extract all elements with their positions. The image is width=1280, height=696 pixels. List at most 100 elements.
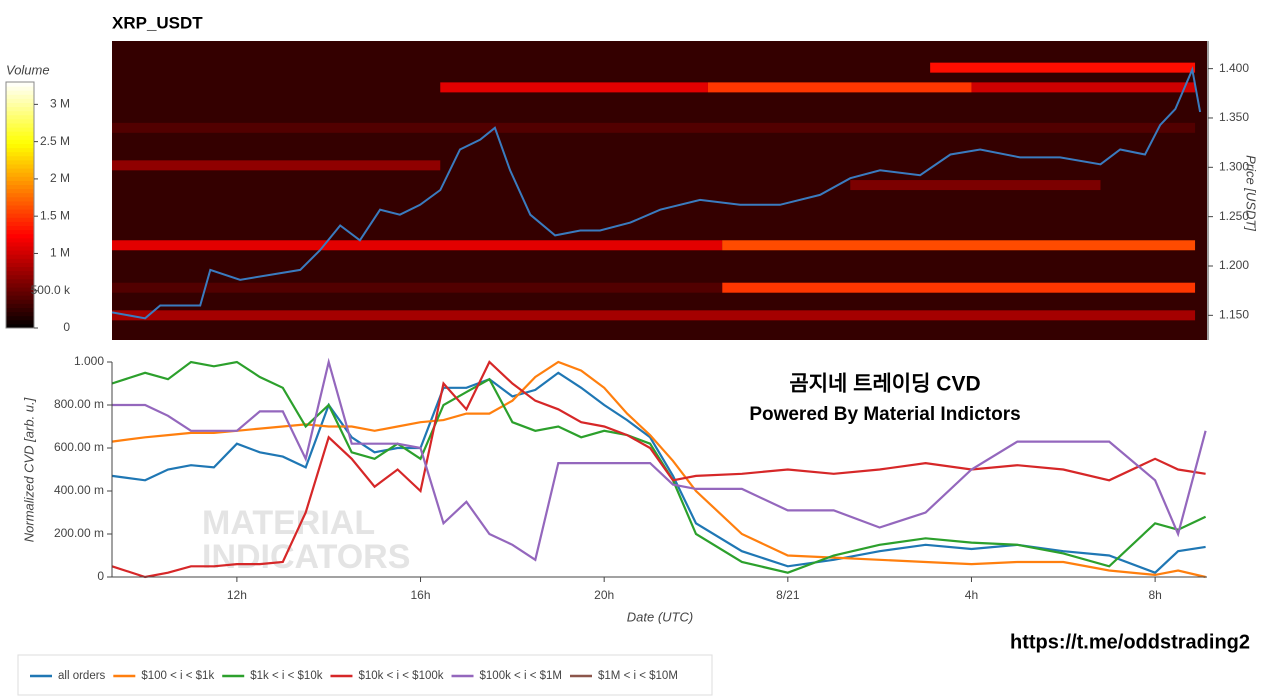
x-tick-label: 16h xyxy=(411,588,431,602)
heatmap-band xyxy=(112,160,441,171)
colorbar-step xyxy=(6,188,34,194)
colorbar-step xyxy=(6,323,34,329)
colorbar-step xyxy=(6,299,34,304)
annotation: 곰지네 트레이딩 CVD xyxy=(789,373,980,396)
colorbar-step xyxy=(6,82,34,87)
heatmap-band xyxy=(850,180,1101,191)
colorbar-step xyxy=(6,217,34,222)
heatmap-band xyxy=(112,282,723,293)
colorbar-step xyxy=(6,262,34,267)
x-tick-label: 8/21 xyxy=(776,588,800,602)
colorbar-step xyxy=(6,229,34,235)
y-tick-label: 1.300 xyxy=(1219,159,1249,173)
heatmap-band xyxy=(112,310,1196,321)
colorbar-step xyxy=(6,90,34,95)
colorbar-step xyxy=(6,172,34,177)
colorbar-step xyxy=(6,258,34,263)
colorbar-step xyxy=(6,168,34,173)
x-tick-label: 20h xyxy=(594,588,614,602)
legend-label: $1k < i < $10k xyxy=(250,670,322,682)
y-tick-label: 1.400 xyxy=(1219,61,1249,75)
y-tick-label: 200.00 m xyxy=(54,526,104,540)
colorbar-step xyxy=(6,98,34,103)
colorbar-step xyxy=(6,303,34,308)
colorbar-step xyxy=(6,266,34,272)
colorbar-step xyxy=(6,143,34,149)
cvd-line xyxy=(112,357,1207,562)
colorbar-tick-label: 0 xyxy=(63,320,70,334)
y-tick-label: 1.350 xyxy=(1219,110,1249,124)
colorbar-step xyxy=(6,155,34,161)
colorbar-step xyxy=(6,159,34,165)
legend-label: $100k < i < $1M xyxy=(480,670,562,682)
colorbar-step xyxy=(6,164,34,169)
colorbar-step xyxy=(6,147,34,153)
heatmap-band xyxy=(722,282,1196,293)
colorbar-step xyxy=(6,127,34,132)
colorbar-step xyxy=(6,131,34,136)
footer-link: https://t.me/oddstrading2 xyxy=(1010,631,1250,653)
y-tick-label: 400.00 m xyxy=(54,483,104,497)
x-axis-title: Date (UTC) xyxy=(627,609,693,624)
colorbar-step xyxy=(6,176,34,181)
cvd-line xyxy=(111,360,1206,579)
colorbar-step xyxy=(6,184,34,190)
colorbar-step xyxy=(6,225,34,231)
colorbar-step xyxy=(6,291,34,296)
watermark: MATERIAL xyxy=(202,504,375,542)
y-tick-label: 800.00 m xyxy=(54,397,104,411)
colorbar-step xyxy=(6,102,34,108)
x-tick-label: 4h xyxy=(965,588,978,602)
heatmap-band xyxy=(722,240,1196,251)
price-line xyxy=(111,66,1202,320)
colorbar-tick-label: 2.5 M xyxy=(40,134,70,148)
colorbar-step xyxy=(6,94,34,99)
colorbar-step xyxy=(6,315,34,321)
colorbar-step xyxy=(6,123,34,128)
colorbar-step xyxy=(6,250,34,255)
colorbar-tick-label: 1 M xyxy=(50,246,70,260)
y-axis-title: Normalized CVD [arb. u.] xyxy=(21,397,36,542)
colorbar-step xyxy=(6,241,34,247)
colorbar-step xyxy=(6,106,34,112)
heatmap-band xyxy=(971,82,1196,93)
y-tick-label: 1.250 xyxy=(1219,209,1249,223)
colorbar-step xyxy=(6,110,34,116)
heatmap-band xyxy=(112,122,1196,133)
legend-label: $10k < i < $100k xyxy=(358,670,443,682)
colorbar-step xyxy=(6,135,34,140)
colorbar-step xyxy=(6,270,34,276)
cvd-line xyxy=(111,360,1206,579)
colorbar-step xyxy=(6,139,34,144)
colorbar-tick-label: 2 M xyxy=(50,171,70,185)
colorbar-step xyxy=(6,151,34,157)
colorbar-step xyxy=(6,200,34,206)
colorbar-step xyxy=(6,209,34,214)
y-axis-title: Price [USDT] xyxy=(1244,155,1259,231)
colorbar-step xyxy=(6,86,34,91)
colorbar-step xyxy=(6,213,34,218)
colorbar-step xyxy=(6,282,34,288)
colorbar-step xyxy=(6,278,34,284)
colorbar-step xyxy=(6,246,34,251)
colorbar-title: Volume xyxy=(6,62,50,77)
colorbar-step xyxy=(6,311,34,317)
legend-label: $100 < i < $1k xyxy=(141,670,214,682)
y-tick-label: 600.00 m xyxy=(54,440,104,454)
chart-title: XRP_USDT xyxy=(112,13,203,32)
heatmap-band xyxy=(440,82,708,93)
heatmap-band xyxy=(112,240,723,251)
heatmap-band xyxy=(707,82,972,93)
watermark: INDICATORS xyxy=(202,538,410,576)
colorbar-step xyxy=(6,319,34,325)
colorbar-step xyxy=(6,114,34,120)
colorbar-step xyxy=(6,205,34,210)
colorbar-step xyxy=(6,287,34,292)
y-tick-label: 1.000 xyxy=(74,354,104,368)
annotation: Powered By Material Indictors xyxy=(749,404,1020,425)
colorbar-step xyxy=(6,295,34,300)
y-tick-label: 1.150 xyxy=(1219,308,1249,322)
colorbar-step xyxy=(6,233,34,239)
colorbar-step xyxy=(6,274,34,280)
